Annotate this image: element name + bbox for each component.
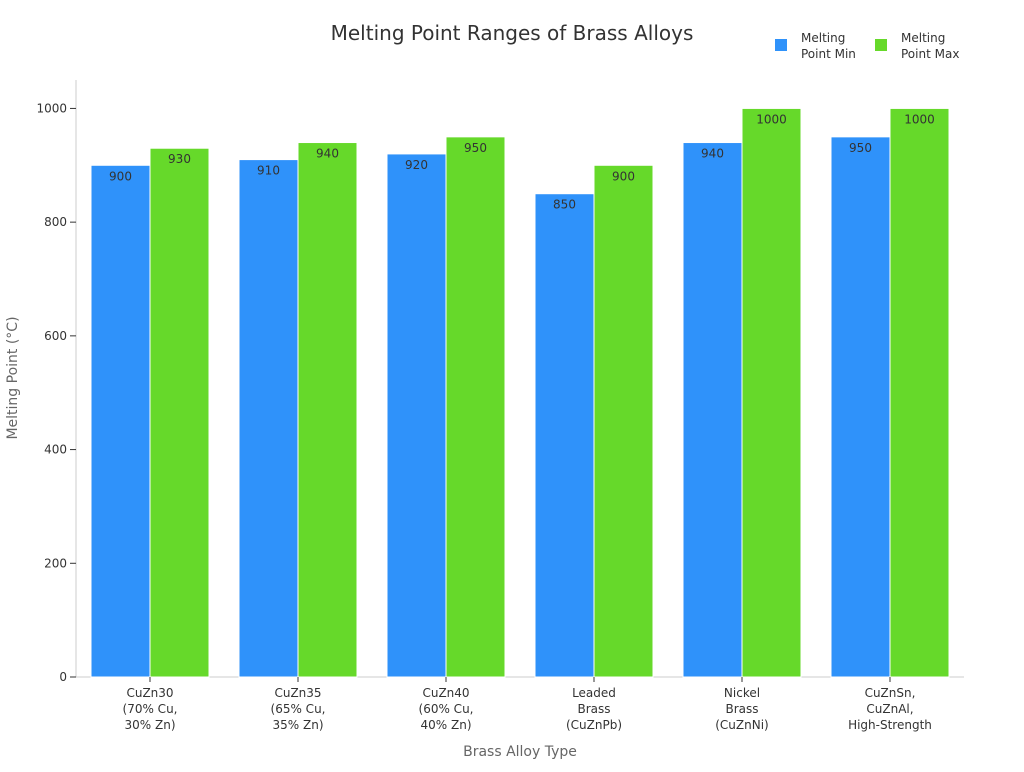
x-tick-label: CuZn30 bbox=[126, 686, 173, 700]
data-label: 950 bbox=[464, 141, 487, 155]
y-tick-label: 200 bbox=[44, 556, 67, 570]
x-tick-label: (CuZnNi) bbox=[715, 718, 768, 732]
x-tick-label: Leaded bbox=[572, 686, 616, 700]
x-tick-label: (65% Cu, bbox=[271, 702, 326, 716]
data-label: 920 bbox=[405, 158, 428, 172]
data-label: 900 bbox=[109, 169, 132, 183]
legend-item[interactable]: Melting Point Min bbox=[775, 31, 856, 61]
x-tick-label: 40% Zn) bbox=[421, 718, 472, 732]
legend[interactable]: Melting Point Min Melting Point Max bbox=[775, 31, 959, 61]
x-tick-label: Brass bbox=[577, 702, 610, 716]
data-label: 950 bbox=[849, 141, 872, 155]
x-tick-label: CuZn40 bbox=[422, 686, 469, 700]
bar-max bbox=[741, 107, 802, 678]
bar-max bbox=[889, 107, 950, 678]
legend-label: Melting bbox=[901, 31, 945, 45]
x-tick-label: 35% Zn) bbox=[273, 718, 324, 732]
bar-min bbox=[534, 193, 595, 678]
x-tick-label: High-Strength bbox=[848, 718, 932, 732]
data-label: 1000 bbox=[756, 112, 787, 126]
legend-swatch bbox=[875, 39, 887, 51]
x-tick-label: Brass bbox=[725, 702, 758, 716]
bar-max bbox=[593, 164, 654, 678]
legend-label: Melting bbox=[801, 31, 845, 45]
bar-min bbox=[830, 136, 891, 678]
data-label: 1000 bbox=[904, 112, 935, 126]
y-tick-label: 400 bbox=[44, 443, 67, 457]
y-axis-label: Melting Point (°C) bbox=[5, 316, 21, 439]
x-axis-label: Brass Alloy Type bbox=[463, 744, 577, 760]
legend-label: Point Max bbox=[901, 47, 959, 61]
plot-area: 0 200 400 600 800 1000 900 930 CuZn30 (70% Cu, 30%… bbox=[36, 80, 964, 732]
y-tick-label: 800 bbox=[44, 215, 67, 229]
x-tick-label: CuZnAl, bbox=[866, 702, 913, 716]
bar-min bbox=[386, 153, 447, 678]
x-tick-label: (60% Cu, bbox=[419, 702, 474, 716]
legend-item[interactable]: Melting Point Max bbox=[875, 31, 959, 61]
data-label: 900 bbox=[612, 169, 635, 183]
x-tick-label: 30% Zn) bbox=[125, 718, 176, 732]
legend-label: Point Min bbox=[801, 47, 856, 61]
data-label: 850 bbox=[553, 198, 576, 212]
x-tick-label: CuZnSn, bbox=[865, 686, 916, 700]
x-tick-label: (70% Cu, bbox=[123, 702, 178, 716]
y-tick-label: 1000 bbox=[36, 101, 67, 115]
data-label: 940 bbox=[701, 147, 724, 161]
data-label: 940 bbox=[316, 147, 339, 161]
bar-min bbox=[238, 159, 299, 678]
bar-min bbox=[90, 164, 151, 678]
x-tick-label: (CuZnPb) bbox=[566, 718, 622, 732]
bar-max bbox=[297, 142, 358, 678]
bar-min bbox=[682, 142, 743, 678]
bar-max bbox=[149, 147, 210, 678]
x-tick-label: Nickel bbox=[724, 686, 760, 700]
chart-title: Melting Point Ranges of Brass Alloys bbox=[331, 21, 694, 45]
data-label: 930 bbox=[168, 152, 191, 166]
x-tick-label: CuZn35 bbox=[274, 686, 321, 700]
y-tick-label: 600 bbox=[44, 329, 67, 343]
legend-swatch bbox=[775, 39, 787, 51]
y-tick-label: 0 bbox=[59, 670, 67, 684]
bar-max bbox=[445, 136, 506, 678]
data-label: 910 bbox=[257, 164, 280, 178]
